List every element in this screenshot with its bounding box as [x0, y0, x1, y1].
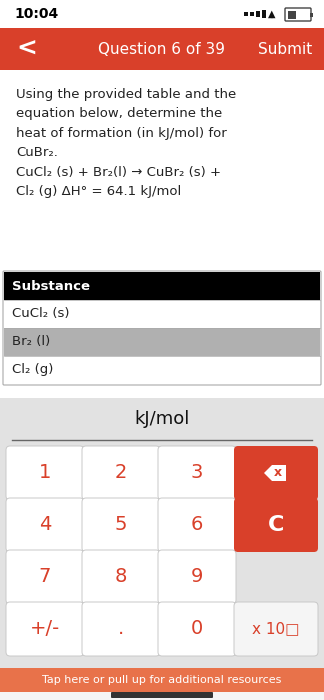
- Text: +/-: +/-: [30, 620, 60, 638]
- Circle shape: [271, 16, 273, 18]
- Bar: [0, 398, 324, 444]
- FancyBboxPatch shape: [285, 8, 311, 21]
- FancyBboxPatch shape: [158, 446, 236, 500]
- Text: heat of formation (in kJ/mol) for: heat of formation (in kJ/mol) for: [16, 127, 227, 140]
- Text: CuCl₂ (s) + Br₂(l) → CuBr₂ (s) +: CuCl₂ (s) + Br₂(l) → CuBr₂ (s) +: [16, 166, 221, 179]
- Text: kJ/mol: kJ/mol: [134, 410, 190, 428]
- Text: Cl₂ (g) ΔH° = 64.1 kJ/mol: Cl₂ (g) ΔH° = 64.1 kJ/mol: [16, 186, 181, 199]
- Bar: [256, 11, 260, 17]
- Text: CuBr₂.: CuBr₂.: [16, 146, 58, 160]
- FancyBboxPatch shape: [6, 446, 84, 500]
- Bar: [4, 356, 320, 384]
- Polygon shape: [264, 465, 286, 481]
- FancyBboxPatch shape: [234, 446, 318, 500]
- FancyBboxPatch shape: [158, 602, 236, 656]
- Text: 4: 4: [39, 515, 51, 535]
- Text: Submit: Submit: [258, 41, 312, 57]
- Text: Tap here or pull up for additional resources: Tap here or pull up for additional resou…: [42, 675, 282, 685]
- Text: C: C: [268, 515, 284, 535]
- Bar: [262, 10, 266, 18]
- Text: Substance: Substance: [12, 279, 90, 293]
- Text: 6: 6: [191, 515, 203, 535]
- Text: 5: 5: [115, 515, 127, 535]
- FancyBboxPatch shape: [6, 602, 84, 656]
- Bar: [4, 300, 320, 328]
- Bar: [310, 13, 313, 17]
- FancyBboxPatch shape: [6, 550, 84, 604]
- Text: 3: 3: [191, 463, 203, 482]
- Text: 7: 7: [39, 568, 51, 587]
- Text: Br₂ (l): Br₂ (l): [12, 335, 50, 349]
- Bar: [4, 328, 320, 356]
- Text: Using the provided table and the: Using the provided table and the: [16, 88, 236, 101]
- Bar: [0, 28, 324, 70]
- Bar: [4, 272, 320, 300]
- Bar: [287, 10, 296, 18]
- Text: Cl₂ (g): Cl₂ (g): [12, 363, 53, 377]
- FancyBboxPatch shape: [234, 602, 318, 656]
- FancyBboxPatch shape: [82, 498, 160, 552]
- Bar: [244, 13, 248, 15]
- Text: 8: 8: [115, 568, 127, 587]
- FancyBboxPatch shape: [82, 602, 160, 656]
- FancyBboxPatch shape: [111, 692, 213, 698]
- Text: 1: 1: [39, 463, 51, 482]
- Bar: [0, 398, 324, 668]
- FancyBboxPatch shape: [82, 550, 160, 604]
- Text: Question 6 of 39: Question 6 of 39: [98, 41, 226, 57]
- Text: CuCl₂ (s): CuCl₂ (s): [12, 307, 70, 321]
- Text: ▲: ▲: [268, 9, 276, 19]
- Text: x: x: [274, 466, 282, 480]
- Bar: [0, 0, 324, 28]
- FancyBboxPatch shape: [6, 498, 84, 552]
- Text: 10:04: 10:04: [14, 7, 58, 21]
- FancyBboxPatch shape: [82, 446, 160, 500]
- Text: equation below, determine the: equation below, determine the: [16, 108, 222, 120]
- Text: 2: 2: [115, 463, 127, 482]
- FancyBboxPatch shape: [158, 498, 236, 552]
- Bar: [250, 12, 254, 16]
- Bar: [0, 70, 324, 398]
- Text: .: .: [118, 620, 124, 638]
- Text: 0: 0: [191, 620, 203, 638]
- Text: x 10□: x 10□: [252, 622, 300, 636]
- Text: <: <: [16, 37, 37, 61]
- FancyBboxPatch shape: [158, 550, 236, 604]
- Bar: [0, 668, 324, 692]
- Text: 9: 9: [191, 568, 203, 587]
- FancyBboxPatch shape: [234, 498, 318, 552]
